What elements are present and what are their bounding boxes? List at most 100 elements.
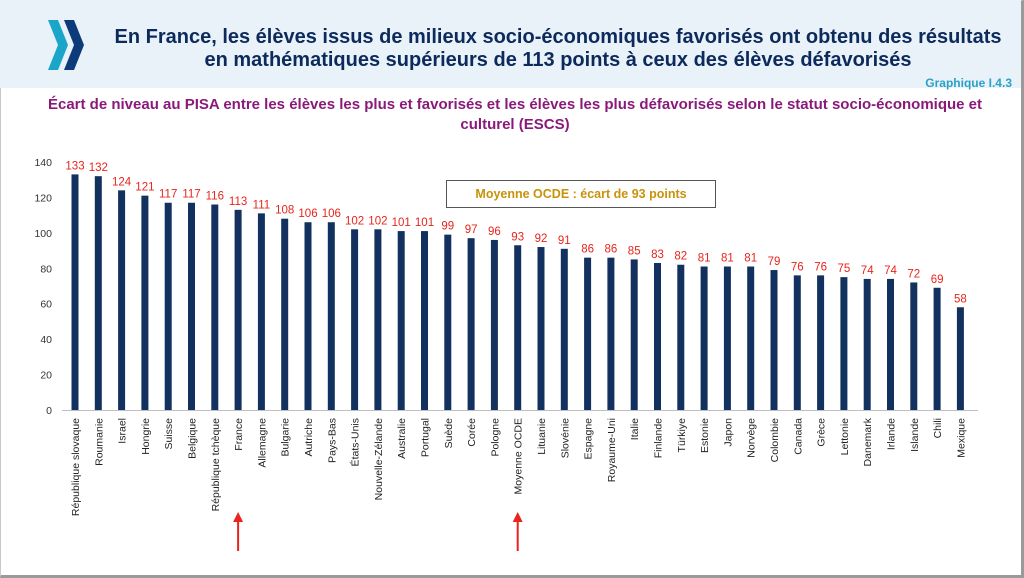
category-label: Bulgarie <box>280 418 292 457</box>
bar <box>514 245 522 410</box>
value-label: 85 <box>628 245 641 257</box>
value-label: 79 <box>768 256 781 268</box>
category-label: Islande <box>909 418 921 452</box>
bar <box>654 262 661 410</box>
value-label: 101 <box>415 217 434 229</box>
bar <box>840 277 848 410</box>
value-label: 74 <box>861 265 874 277</box>
bar <box>630 259 638 410</box>
value-label: 121 <box>135 182 154 194</box>
category-label: Chili <box>932 418 944 438</box>
value-label: 86 <box>581 244 594 256</box>
bar <box>956 307 964 410</box>
value-label: 76 <box>814 261 827 273</box>
bar <box>257 213 265 410</box>
value-label: 93 <box>511 231 524 243</box>
value-label: 58 <box>954 293 967 305</box>
value-label: 92 <box>535 233 548 245</box>
bar <box>863 278 871 410</box>
y-tick-label: 60 <box>40 299 52 311</box>
category-label: Australie <box>396 418 408 459</box>
value-label: 81 <box>744 253 757 265</box>
category-label: Finlande <box>653 418 665 458</box>
value-label: 99 <box>441 221 454 233</box>
bar <box>490 239 498 410</box>
value-label: 133 <box>65 160 84 172</box>
value-label: 69 <box>931 274 944 286</box>
chart-subtitle: Écart de niveau au PISA entre les élèves… <box>47 96 982 133</box>
header-band <box>0 0 1021 88</box>
figure-reference: Graphique I.4.3 <box>925 76 1012 90</box>
bar <box>537 247 545 410</box>
value-label: 75 <box>838 263 851 275</box>
bar <box>211 204 219 410</box>
bar <box>351 229 359 410</box>
value-label: 102 <box>345 215 364 227</box>
category-label: États-Unis <box>349 418 362 466</box>
bar <box>560 248 568 410</box>
y-tick-label: 40 <box>40 334 52 346</box>
highlight-arrow-head <box>512 512 523 522</box>
value-label: 116 <box>206 191 224 203</box>
highlight-arrow-head <box>233 512 244 522</box>
category-label: Hongrie <box>140 418 152 455</box>
bar <box>141 195 149 410</box>
value-label: 96 <box>488 226 501 238</box>
value-label: 86 <box>605 244 618 256</box>
value-label: 83 <box>651 249 664 261</box>
value-label: 102 <box>368 215 387 227</box>
value-label: 111 <box>253 199 270 211</box>
category-label: Pays-Bas <box>326 418 338 463</box>
bar <box>304 222 312 410</box>
bar <box>118 190 126 410</box>
y-tick-label: 20 <box>40 370 52 382</box>
category-label: Canada <box>792 418 804 455</box>
category-label: Belgique <box>187 418 199 459</box>
category-label: Irlande <box>886 418 898 450</box>
bar <box>607 257 615 410</box>
category-label: Türkiye <box>676 418 688 453</box>
value-label: 76 <box>791 261 804 273</box>
bar <box>71 174 79 410</box>
bar <box>164 202 172 410</box>
oecd-logo-icon <box>48 20 84 70</box>
value-label: 113 <box>229 196 247 208</box>
value-label: 132 <box>89 162 108 174</box>
bar <box>747 266 755 410</box>
category-label: Suède <box>443 418 455 449</box>
category-label: Grèce <box>816 418 828 447</box>
bar <box>397 231 405 410</box>
value-label: 82 <box>674 251 687 263</box>
bar <box>94 176 102 410</box>
y-tick-label: 0 <box>46 405 52 417</box>
value-label: 72 <box>907 268 920 280</box>
value-label: 108 <box>275 205 294 217</box>
category-label: Norvège <box>746 418 758 458</box>
category-label: Pologne <box>489 418 501 457</box>
bar <box>467 238 475 410</box>
category-label: Roumanie <box>93 418 105 466</box>
category-label: Corée <box>466 418 478 447</box>
headline: En France, les élèves issus de milieux s… <box>114 26 1002 71</box>
oecd-average-box: Moyenne OCDE : écart de 93 points <box>446 180 716 208</box>
y-tick-label: 140 <box>34 157 52 169</box>
category-label: Royaume-Uni <box>606 418 618 482</box>
category-label: Nouvelle-Zélande <box>373 418 385 500</box>
y-tick-label: 100 <box>34 228 52 240</box>
category-label: Danemark <box>862 417 874 466</box>
value-label: 97 <box>465 224 478 236</box>
category-label: Lituanie <box>536 418 548 455</box>
bar <box>700 266 708 410</box>
category-label: Moyenne OCDE <box>513 418 525 494</box>
category-label: Slovénie <box>559 418 571 458</box>
value-label: 101 <box>392 217 411 229</box>
category-label: Suisse <box>163 418 175 450</box>
y-tick-label: 120 <box>34 192 52 204</box>
category-label: Mexique <box>955 418 967 458</box>
value-label: 106 <box>298 208 317 220</box>
bar <box>421 231 428 410</box>
bar <box>444 234 452 410</box>
y-tick-label: 80 <box>40 263 52 275</box>
bar <box>793 275 801 410</box>
bar <box>327 222 335 410</box>
